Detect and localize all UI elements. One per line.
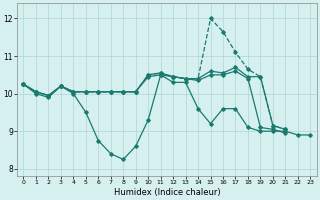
X-axis label: Humidex (Indice chaleur): Humidex (Indice chaleur) <box>114 188 220 197</box>
